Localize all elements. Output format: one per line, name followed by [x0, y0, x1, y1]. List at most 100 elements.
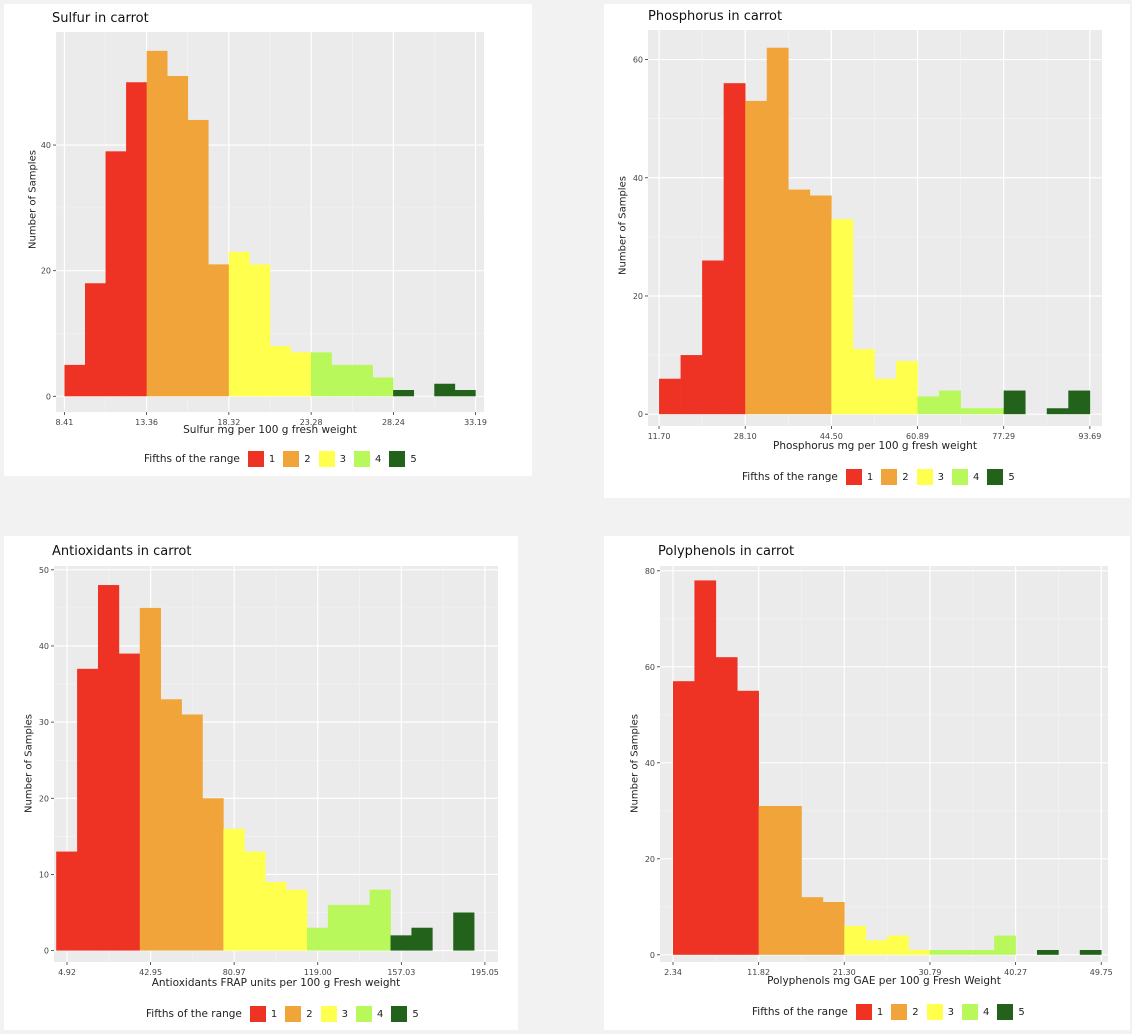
legend-item: 2: [881, 469, 909, 485]
histogram-bar: [265, 882, 287, 951]
x-tick-label: 8.41: [56, 418, 74, 427]
histogram-bar: [85, 283, 106, 397]
legend-swatch: [926, 1004, 943, 1020]
y-axis-label: Number of Samples: [27, 150, 39, 249]
legend-swatch: [283, 451, 300, 467]
legend: Fifths of the range 1 2 3 4 5: [742, 468, 1023, 486]
y-tick-label: 30: [39, 718, 49, 727]
legend-swatch: [389, 451, 406, 467]
x-tick-label: 80.97: [223, 968, 246, 977]
plot-svg: 11.70 28.10 44.50 60.89 77.29 93.69 0 20 40 60: [633, 30, 1102, 441]
x-tick-label: 28.10: [734, 432, 757, 441]
histogram-bar: [1068, 390, 1091, 415]
plot-svg: 2.34 11.82 21.30 30.79 40.27 49.75 0 20 40 60 80: [645, 566, 1113, 977]
legend-label: 3: [947, 1006, 954, 1018]
x-tick-label: 77.29: [992, 432, 1015, 441]
chart-title: Sulfur in carrot: [52, 11, 149, 26]
legend-item: 1: [247, 451, 275, 467]
x-tick-label: 13.36: [135, 418, 158, 427]
x-tick-label: 18.32: [217, 418, 240, 427]
x-tick-label: 44.50: [820, 432, 843, 441]
legend-label: 5: [1018, 1006, 1025, 1018]
histogram-bar: [290, 352, 312, 397]
legend-label: 2: [912, 1006, 919, 1018]
histogram-bar: [369, 889, 391, 951]
histogram-bar: [972, 950, 995, 955]
histogram-bar: [895, 360, 918, 415]
legend-item: 2: [285, 1006, 313, 1022]
histogram-bar: [118, 653, 141, 951]
histogram-bar: [56, 851, 78, 951]
histogram-bar: [1003, 390, 1026, 415]
histogram-bar: [453, 912, 475, 951]
histogram-bar: [1079, 950, 1102, 955]
histogram-bar: [939, 390, 961, 415]
histogram-bar: [160, 699, 182, 951]
legend-swatch: [891, 1004, 908, 1020]
legend-item: 1: [845, 469, 873, 485]
x-tick-label: 195.05: [471, 968, 499, 977]
legend-swatch: [355, 1006, 372, 1022]
x-tick-label: 42.95: [139, 968, 162, 977]
y-axis-label: Number of Samples: [23, 714, 35, 813]
legend-item: 4: [353, 451, 381, 467]
legend-item: 1: [855, 1004, 883, 1020]
histogram-bar: [208, 264, 230, 397]
legend-title: Fifths of the range: [144, 453, 240, 465]
legend-label: 3: [339, 453, 346, 465]
histogram-bar: [393, 390, 415, 397]
legend-swatch: [961, 1004, 978, 1020]
x-tick-label: 28.24: [382, 418, 405, 427]
histogram-bar: [745, 100, 768, 415]
legend-item: 1: [249, 1006, 277, 1022]
histogram-bar: [181, 714, 203, 951]
histogram-bar: [766, 47, 789, 415]
histogram-bar: [249, 264, 271, 397]
plot-svg: 4.92 42.95 80.97 119.00 157.03 195.05 0 10 20 30 4…: [39, 566, 499, 977]
y-axis-label: Number of Samples: [629, 714, 641, 813]
y-tick-label: 0: [46, 392, 51, 401]
histogram-bar: [327, 904, 350, 951]
legend-label: 4: [376, 1008, 384, 1020]
histogram-bar: [865, 940, 888, 955]
legend-swatch: [845, 469, 862, 485]
legend: Fifths of the range 1 2 3 4 5: [752, 1003, 1033, 1021]
legend-item: 4: [961, 1004, 990, 1020]
legend-item: 2: [283, 451, 311, 467]
legend-label: 5: [410, 453, 417, 465]
histogram-bar: [187, 119, 209, 397]
x-tick-label: 11.82: [747, 968, 770, 977]
legend-label: 2: [902, 471, 909, 483]
histogram-bar: [715, 657, 738, 955]
histogram-bar: [390, 935, 412, 951]
histogram-bar: [223, 828, 245, 951]
legend: Fifths of the range 1 2 3 4 5: [144, 450, 425, 468]
y-tick-label: 80: [645, 567, 655, 576]
histogram-bar: [758, 806, 781, 955]
chart-panel-antioxidants: Antioxidants in carrot 4.92 42.95 80.97 119…: [4, 536, 518, 1030]
legend-swatch: [320, 1006, 337, 1022]
y-tick-label: 40: [39, 642, 49, 651]
chart-title: Antioxidants in carrot: [52, 544, 192, 559]
histogram-bar: [97, 585, 120, 951]
x-tick-label: 93.69: [1078, 432, 1101, 441]
y-tick-label: 40: [645, 759, 655, 768]
legend-swatch: [353, 451, 370, 467]
chart-panel-sulfur: Sulfur in carrot 8.41 13.36 18.32 23.28 28.2…: [4, 4, 532, 476]
histogram-bar: [352, 364, 373, 397]
histogram-bar: [139, 607, 161, 951]
chart-panel-phosphorus: Phosphorus in carrot 11.70 28.10 44.50 60.8…: [604, 4, 1130, 498]
y-tick-label: 0: [44, 947, 49, 956]
histogram-bar: [372, 377, 394, 397]
legend-label: 4: [982, 1006, 990, 1018]
legend-swatch: [391, 1006, 408, 1022]
legend-label: 3: [937, 471, 944, 483]
histogram-bar: [951, 950, 974, 955]
legend-title: Fifths of the range: [146, 1008, 242, 1020]
legend-label: 5: [1008, 471, 1015, 483]
legend-swatch: [247, 451, 264, 467]
legend-item: 3: [320, 1006, 348, 1022]
y-tick-label: 60: [633, 56, 643, 65]
x-tick-label: 157.03: [387, 968, 415, 977]
x-tick-label: 49.75: [1090, 968, 1113, 977]
